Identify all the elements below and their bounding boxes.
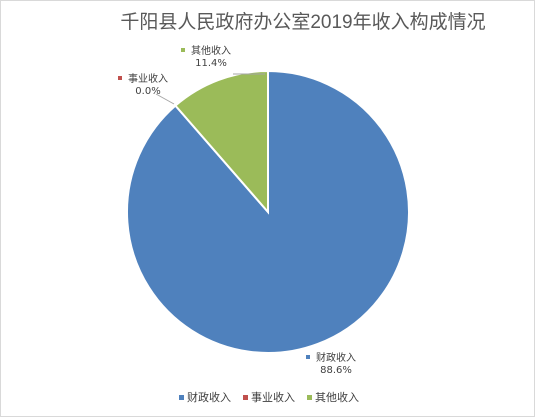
legend-swatch-3: [307, 395, 312, 400]
leader-line-2: [155, 93, 175, 105]
data-label-value-2: 0.0%: [135, 86, 160, 97]
label-marker-2: [118, 76, 122, 80]
data-label-category-2: 事业收入: [128, 72, 168, 85]
pie-slices: [126, 69, 410, 354]
label-marker-3: [181, 48, 185, 52]
legend-label-3: 其他收入: [315, 390, 359, 404]
legend-swatch-2: [243, 395, 248, 400]
chart-title: 千阳县人民政府办公室2019年收入构成情况: [120, 11, 485, 33]
data-label-value-3: 11.4%: [195, 58, 227, 69]
pie-slice-3: [174, 69, 269, 215]
legend-swatch-1: [179, 395, 184, 400]
data-label-category-3: 其他收入: [191, 44, 231, 57]
legend: 财政收入 事业收入 其他收入: [179, 390, 359, 404]
legend-label-2: 事业收入: [251, 390, 295, 404]
leader-lines: [155, 73, 265, 105]
data-label-category-1: 财政收入: [316, 351, 356, 364]
legend-label-1: 财政收入: [187, 390, 231, 404]
data-label-value-1: 88.6%: [320, 365, 352, 376]
label-marker-1: [306, 355, 310, 359]
